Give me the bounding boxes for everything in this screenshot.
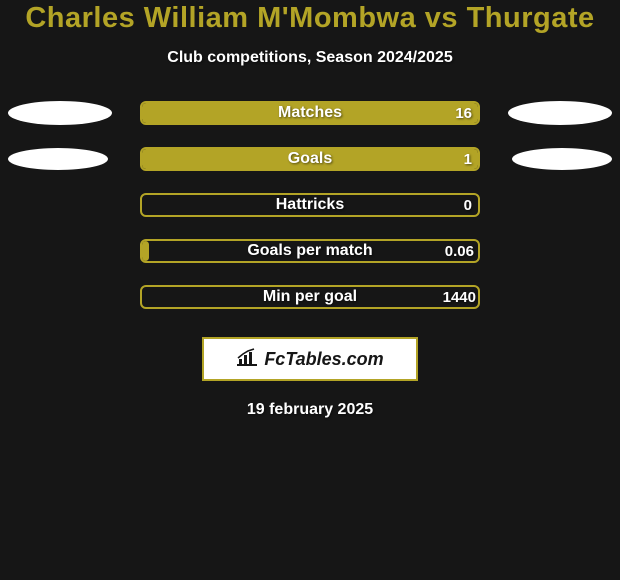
stats-container: Matches16 Goals1 Hattricks0 Goals per match…: [0, 101, 620, 309]
stat-bar-track: [140, 285, 480, 309]
stat-row: Matches16: [0, 101, 620, 125]
stat-bar-track: [140, 101, 480, 125]
page-title: Charles William M'Mombwa vs Thurgate: [0, 2, 620, 35]
stat-row: Hattricks0: [0, 193, 620, 217]
left-ellipse: [8, 148, 108, 170]
date-caption: 19 february 2025: [0, 401, 620, 419]
stat-bar-track: [140, 193, 480, 217]
stat-bar-fill: [142, 103, 478, 123]
brand-text: FcTables.com: [264, 349, 383, 370]
chart-icon: [236, 348, 258, 371]
right-ellipse: [512, 148, 612, 170]
comparison-infographic: Charles William M'Mombwa vs Thurgate Clu…: [0, 0, 620, 580]
stat-row: Goals1: [0, 147, 620, 171]
stat-bar-fill: [142, 241, 149, 261]
stat-row: Min per goal1440: [0, 285, 620, 309]
stat-bar-track: [140, 147, 480, 171]
stat-row: Goals per match0.06: [0, 239, 620, 263]
right-ellipse: [508, 101, 612, 125]
left-ellipse: [8, 101, 112, 125]
stat-bar-track: [140, 239, 480, 263]
brand-badge: FcTables.com: [202, 337, 418, 381]
subtitle: Club competitions, Season 2024/2025: [0, 49, 620, 67]
stat-bar-fill: [142, 149, 478, 169]
